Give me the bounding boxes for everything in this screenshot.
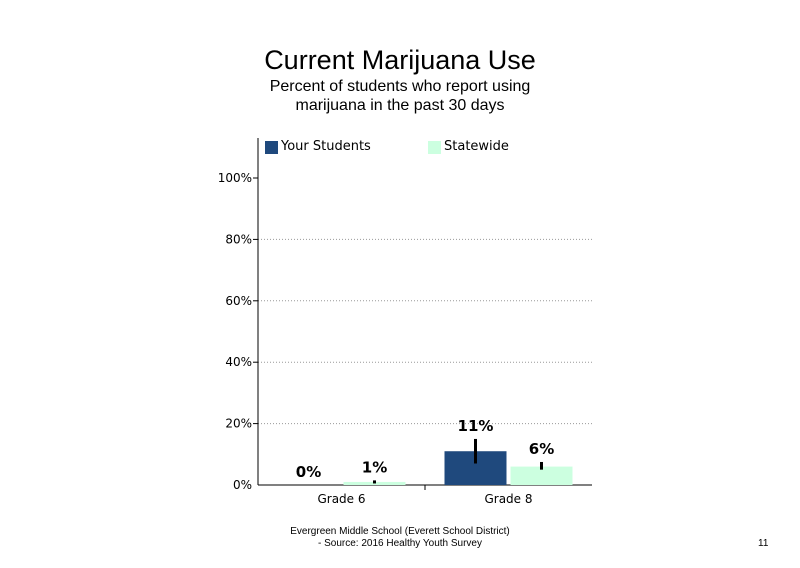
legend-label-statewide: Statewide <box>444 139 509 154</box>
legend-swatch-your-students <box>265 141 278 154</box>
page-number: 11 <box>758 538 769 549</box>
y-tick-label: 20% <box>225 417 252 431</box>
y-tick-label: 0% <box>233 478 252 492</box>
chart-title: Current Marijuana Use <box>264 45 536 75</box>
legend-label-your-students: Your Students <box>281 139 371 154</box>
y-tick-label: 100% <box>218 171 252 185</box>
y-tick-label: 40% <box>225 355 252 369</box>
x-tick-label: Grade 8 <box>484 492 532 506</box>
data-label: 6% <box>529 440 554 458</box>
legend-swatch-statewide <box>428 141 441 154</box>
data-label: 0% <box>296 463 321 481</box>
x-tick-label: Grade 6 <box>317 492 365 506</box>
chart-subtitle: Percent of students who report using mar… <box>269 78 531 114</box>
data-label: 1% <box>362 458 387 476</box>
y-tick-label: 80% <box>225 232 252 246</box>
footer-school: Evergreen Middle School (Everett School … <box>290 526 510 537</box>
footer-source: - Source: 2016 Healthy Youth Survey <box>318 538 482 549</box>
data-label: 11% <box>458 417 494 435</box>
footer: Evergreen Middle School (Everett School … <box>250 526 550 550</box>
y-tick-label: 60% <box>225 294 252 308</box>
bar-statewide-grade-8 <box>510 466 573 485</box>
